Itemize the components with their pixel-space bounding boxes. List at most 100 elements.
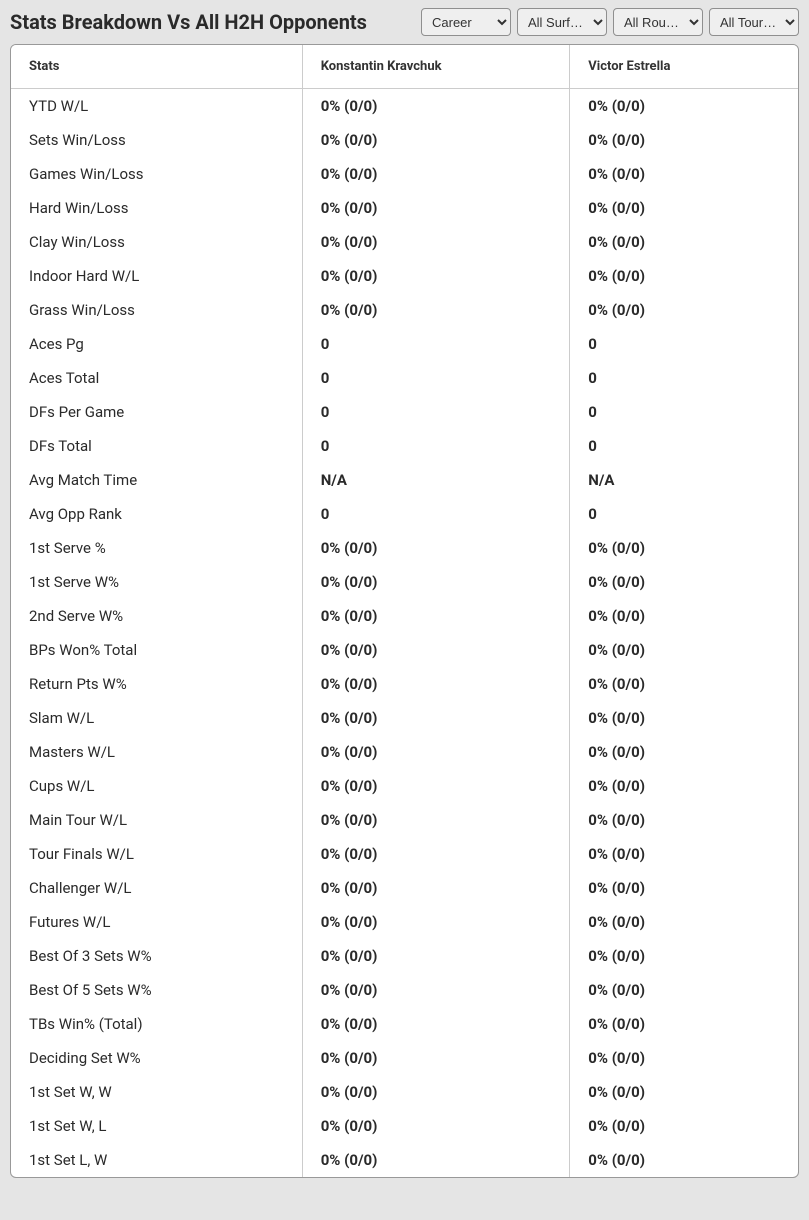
column-header-player2: Victor Estrella: [570, 45, 798, 89]
stats-table-container: Stats Konstantin Kravchuk Victor Estrell…: [10, 44, 799, 1178]
table-row: 1st Set L, W0% (0/0)0% (0/0): [11, 1143, 798, 1177]
table-row: Aces Total00: [11, 361, 798, 395]
table-row: 1st Serve %0% (0/0)0% (0/0): [11, 531, 798, 565]
table-row: Best Of 3 Sets W%0% (0/0)0% (0/0): [11, 939, 798, 973]
player2-value-cell: 0% (0/0): [570, 803, 798, 837]
table-row: Best Of 5 Sets W%0% (0/0)0% (0/0): [11, 973, 798, 1007]
table-row: BPs Won% Total0% (0/0)0% (0/0): [11, 633, 798, 667]
player2-value-cell: 0% (0/0): [570, 89, 798, 124]
stat-name-cell: Tour Finals W/L: [11, 837, 302, 871]
player1-value-cell: 0% (0/0): [302, 667, 570, 701]
player1-value-cell: 0% (0/0): [302, 157, 570, 191]
filter-selectors: Career All Surf… All Rou… All Tour…: [421, 8, 799, 36]
table-row: Indoor Hard W/L0% (0/0)0% (0/0): [11, 259, 798, 293]
surface-select[interactable]: All Surf…: [517, 8, 607, 36]
player1-value-cell: 0% (0/0): [302, 191, 570, 225]
column-header-player1: Konstantin Kravchuk: [302, 45, 570, 89]
table-body: YTD W/L0% (0/0)0% (0/0)Sets Win/Loss0% (…: [11, 89, 798, 1178]
column-header-stats: Stats: [11, 45, 302, 89]
stat-name-cell: 1st Set W, L: [11, 1109, 302, 1143]
table-row: Futures W/L0% (0/0)0% (0/0): [11, 905, 798, 939]
stat-name-cell: DFs Total: [11, 429, 302, 463]
stat-name-cell: BPs Won% Total: [11, 633, 302, 667]
table-row: Games Win/Loss0% (0/0)0% (0/0): [11, 157, 798, 191]
player2-value-cell: 0% (0/0): [570, 531, 798, 565]
player2-value-cell: 0% (0/0): [570, 939, 798, 973]
player2-value-cell: 0: [570, 429, 798, 463]
player2-value-cell: 0% (0/0): [570, 973, 798, 1007]
player1-value-cell: 0% (0/0): [302, 769, 570, 803]
player2-value-cell: 0% (0/0): [570, 157, 798, 191]
stat-name-cell: YTD W/L: [11, 89, 302, 124]
stat-name-cell: Best Of 3 Sets W%: [11, 939, 302, 973]
round-select[interactable]: All Rou…: [613, 8, 703, 36]
stat-name-cell: Futures W/L: [11, 905, 302, 939]
stat-name-cell: Avg Match Time: [11, 463, 302, 497]
table-row: 1st Set W, W0% (0/0)0% (0/0): [11, 1075, 798, 1109]
stat-name-cell: Main Tour W/L: [11, 803, 302, 837]
player2-value-cell: 0% (0/0): [570, 1075, 798, 1109]
table-row: Avg Opp Rank00: [11, 497, 798, 531]
header-bar: Stats Breakdown Vs All H2H Opponents Car…: [0, 0, 809, 44]
table-row: 1st Serve W%0% (0/0)0% (0/0): [11, 565, 798, 599]
player1-value-cell: 0% (0/0): [302, 123, 570, 157]
table-row: Tour Finals W/L0% (0/0)0% (0/0): [11, 837, 798, 871]
player2-value-cell: 0% (0/0): [570, 1041, 798, 1075]
player2-value-cell: 0% (0/0): [570, 701, 798, 735]
player1-value-cell: 0: [302, 361, 570, 395]
player1-value-cell: 0: [302, 395, 570, 429]
stat-name-cell: Aces Total: [11, 361, 302, 395]
stat-name-cell: 2nd Serve W%: [11, 599, 302, 633]
player1-value-cell: N/A: [302, 463, 570, 497]
stat-name-cell: DFs Per Game: [11, 395, 302, 429]
player2-value-cell: 0: [570, 327, 798, 361]
player2-value-cell: N/A: [570, 463, 798, 497]
player2-value-cell: 0% (0/0): [570, 123, 798, 157]
stat-name-cell: Clay Win/Loss: [11, 225, 302, 259]
player1-value-cell: 0% (0/0): [302, 1041, 570, 1075]
table-row: Challenger W/L0% (0/0)0% (0/0): [11, 871, 798, 905]
stat-name-cell: TBs Win% (Total): [11, 1007, 302, 1041]
player2-value-cell: 0% (0/0): [570, 293, 798, 327]
table-row: Return Pts W%0% (0/0)0% (0/0): [11, 667, 798, 701]
player1-value-cell: 0% (0/0): [302, 735, 570, 769]
stats-table: Stats Konstantin Kravchuk Victor Estrell…: [11, 45, 798, 1177]
stat-name-cell: Masters W/L: [11, 735, 302, 769]
player1-value-cell: 0% (0/0): [302, 565, 570, 599]
table-header-row: Stats Konstantin Kravchuk Victor Estrell…: [11, 45, 798, 89]
player1-value-cell: 0% (0/0): [302, 633, 570, 667]
table-row: Cups W/L0% (0/0)0% (0/0): [11, 769, 798, 803]
player1-value-cell: 0% (0/0): [302, 803, 570, 837]
player2-value-cell: 0% (0/0): [570, 871, 798, 905]
player2-value-cell: 0% (0/0): [570, 837, 798, 871]
player2-value-cell: 0% (0/0): [570, 905, 798, 939]
player2-value-cell: 0% (0/0): [570, 735, 798, 769]
stat-name-cell: Slam W/L: [11, 701, 302, 735]
player1-value-cell: 0% (0/0): [302, 293, 570, 327]
player2-value-cell: 0: [570, 395, 798, 429]
stat-name-cell: 1st Set L, W: [11, 1143, 302, 1177]
player2-value-cell: 0% (0/0): [570, 769, 798, 803]
stat-name-cell: Grass Win/Loss: [11, 293, 302, 327]
player1-value-cell: 0: [302, 429, 570, 463]
stat-name-cell: Sets Win/Loss: [11, 123, 302, 157]
player1-value-cell: 0% (0/0): [302, 599, 570, 633]
player1-value-cell: 0% (0/0): [302, 939, 570, 973]
table-row: Deciding Set W%0% (0/0)0% (0/0): [11, 1041, 798, 1075]
player1-value-cell: 0% (0/0): [302, 973, 570, 1007]
player1-value-cell: 0% (0/0): [302, 1007, 570, 1041]
table-row: Aces Pg00: [11, 327, 798, 361]
player2-value-cell: 0% (0/0): [570, 1007, 798, 1041]
stat-name-cell: 1st Serve %: [11, 531, 302, 565]
table-row: 2nd Serve W%0% (0/0)0% (0/0): [11, 599, 798, 633]
table-row: DFs Per Game00: [11, 395, 798, 429]
player2-value-cell: 0: [570, 497, 798, 531]
player2-value-cell: 0% (0/0): [570, 565, 798, 599]
stat-name-cell: Avg Opp Rank: [11, 497, 302, 531]
career-select[interactable]: Career: [421, 8, 511, 36]
player1-value-cell: 0% (0/0): [302, 837, 570, 871]
stat-name-cell: Games Win/Loss: [11, 157, 302, 191]
player2-value-cell: 0% (0/0): [570, 1143, 798, 1177]
page-title: Stats Breakdown Vs All H2H Opponents: [10, 10, 367, 34]
tournament-select[interactable]: All Tour…: [709, 8, 799, 36]
